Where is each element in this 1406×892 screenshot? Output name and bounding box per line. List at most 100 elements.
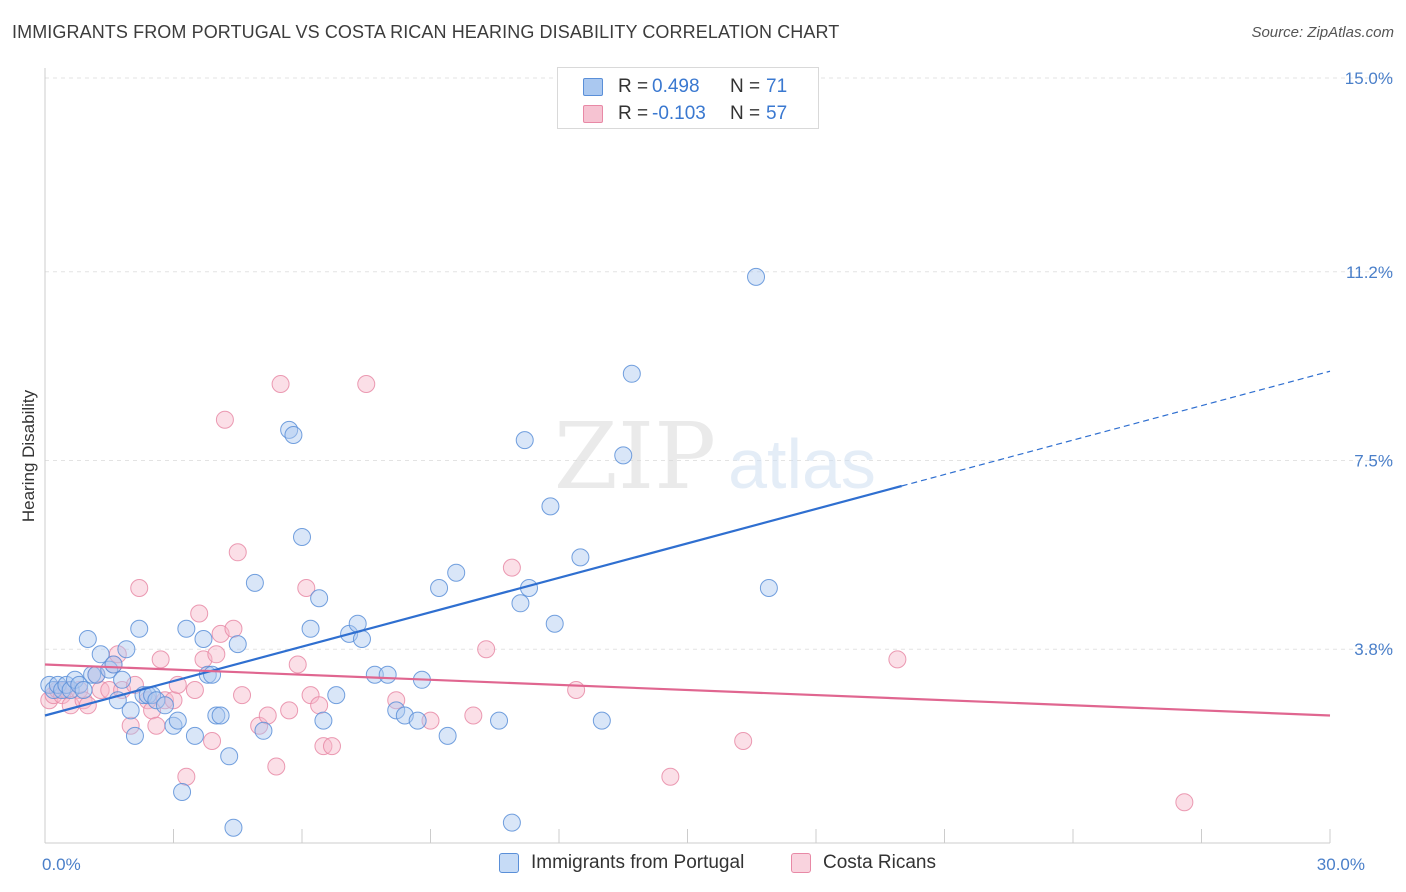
data-point — [387, 701, 406, 720]
data-point — [357, 375, 376, 393]
data-point — [888, 650, 907, 669]
data-point — [545, 614, 564, 633]
data-point — [61, 681, 80, 699]
watermark: ZIP atlas — [554, 403, 876, 510]
data-point — [327, 686, 346, 705]
data-point — [224, 619, 243, 638]
legend-r-label: R = — [618, 76, 649, 97]
data-point — [121, 701, 140, 720]
data-point — [571, 548, 590, 567]
data-point — [614, 446, 633, 465]
data-point — [130, 619, 149, 638]
legend-r-label: R = — [618, 103, 649, 124]
legend-item-portugal: Immigrants from Portugal — [499, 852, 744, 874]
series-legend: Immigrants from Portugal Costa Ricans — [0, 852, 1406, 878]
data-point — [173, 783, 192, 801]
x-tick-label: 0.0% — [42, 855, 81, 874]
data-point — [155, 696, 174, 715]
data-point — [387, 691, 406, 710]
y-axis-label: Hearing Disability — [19, 389, 38, 522]
legend-n-label: N = — [730, 76, 761, 97]
trend-lines — [44, 370, 1331, 717]
data-point — [271, 375, 290, 393]
chart-title: IMMIGRANTS FROM PORTUGAL VS COSTA RICAN … — [12, 22, 840, 42]
data-point — [203, 732, 222, 750]
data-point — [310, 696, 329, 715]
data-point — [759, 579, 778, 597]
data-point — [177, 767, 196, 786]
data-point — [515, 431, 534, 450]
data-point — [661, 767, 680, 786]
data-point — [207, 645, 226, 664]
data-point — [378, 665, 397, 684]
data-point — [113, 670, 132, 689]
data-point — [224, 818, 243, 837]
data-point — [297, 579, 316, 597]
data-point — [430, 579, 449, 597]
data-point — [280, 701, 299, 720]
data-point — [622, 364, 641, 383]
data-point — [421, 711, 440, 730]
legend-r-value: -0.103 — [652, 103, 706, 124]
legend-swatch-pink — [791, 853, 811, 873]
data-point — [511, 594, 530, 613]
data-point — [91, 645, 110, 664]
data-point — [267, 757, 286, 776]
data-point — [147, 691, 166, 710]
data-point — [734, 732, 753, 750]
data-point — [104, 655, 123, 674]
data-point — [168, 711, 187, 730]
data-point — [288, 655, 307, 674]
tick-labels: 3.8% 7.5% 11.2% 15.0% 0.0% 30.0% — [42, 69, 1393, 874]
trend-line-dashed — [901, 370, 1331, 487]
data-point — [215, 410, 234, 429]
data-point — [228, 543, 247, 562]
data-point — [74, 681, 93, 699]
data-point — [151, 650, 170, 669]
legend-item-label: Costa Ricans — [823, 852, 936, 873]
trend-line-solid — [44, 484, 902, 717]
watermark-zip: ZIP — [554, 403, 716, 510]
gridlines — [45, 77, 1395, 843]
legend-r-value: 0.498 — [652, 76, 700, 97]
legend-n-value: 71 — [766, 76, 788, 97]
legend-swatch-blue — [583, 78, 603, 96]
series-immigrants-from-portugal — [40, 267, 778, 837]
data-point — [130, 579, 149, 597]
data-point — [365, 665, 384, 684]
data-point — [211, 706, 230, 725]
data-point — [592, 711, 611, 730]
data-point — [117, 640, 136, 659]
data-point — [228, 635, 247, 654]
data-point — [408, 711, 427, 730]
data-point — [490, 711, 509, 730]
data-point — [541, 497, 560, 516]
data-point — [747, 267, 766, 286]
x-tick-label: 30.0% — [1317, 855, 1365, 874]
y-tick-label: 7.5% — [1354, 452, 1393, 471]
y-tick-label: 11.2% — [1346, 263, 1393, 282]
data-point — [190, 604, 209, 623]
data-point — [314, 711, 333, 730]
data-point — [567, 681, 586, 699]
data-point — [138, 686, 157, 705]
data-point — [1175, 793, 1194, 812]
y-tick-label: 15.0% — [1345, 69, 1393, 88]
data-point — [78, 630, 97, 648]
legend-row-costa-ricans: R = -0.103 N = 57 — [583, 102, 788, 126]
data-point — [502, 558, 521, 577]
data-point — [233, 686, 252, 705]
data-point — [245, 573, 264, 592]
data-point — [254, 721, 273, 740]
data-point — [502, 813, 521, 832]
legend-n-value: 57 — [766, 103, 788, 124]
data-point — [147, 716, 166, 735]
data-point — [284, 426, 303, 444]
data-point — [220, 747, 239, 766]
data-point — [477, 640, 496, 659]
legend-item-costa-ricans: Costa Ricans — [791, 852, 936, 874]
data-point — [322, 737, 341, 756]
data-point — [301, 619, 320, 638]
data-point — [125, 726, 144, 745]
